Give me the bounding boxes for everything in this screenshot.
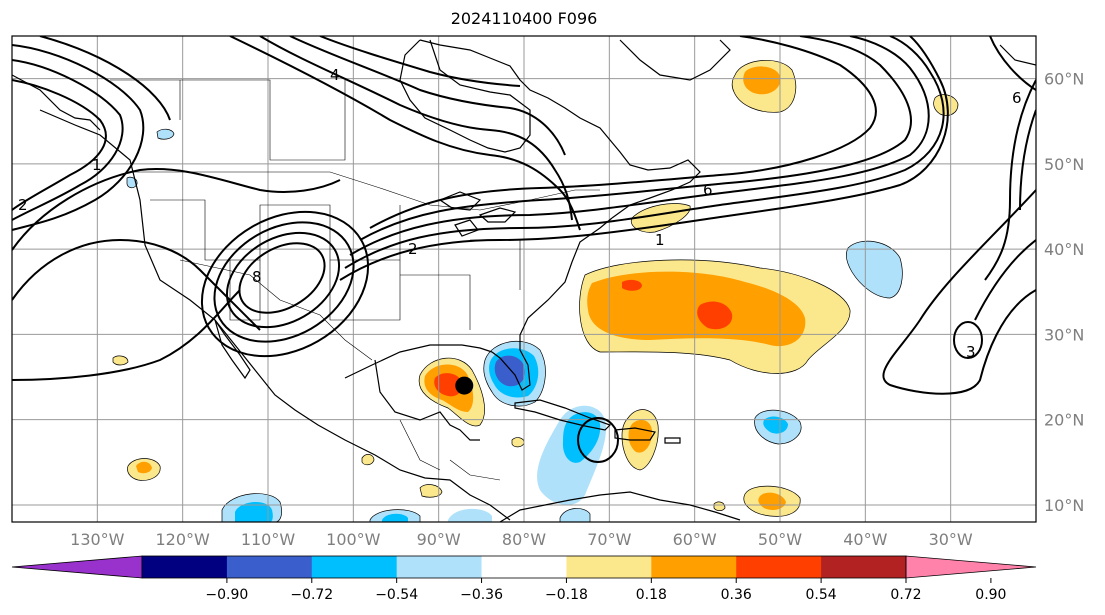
longitude-tick-label: 70°W — [587, 530, 631, 549]
longitude-tick-label: 50°W — [758, 530, 802, 549]
colorbar-level-label: 0.54 — [806, 587, 837, 603]
colorbar-level-label: −0.72 — [290, 587, 333, 603]
contour-labels: 2 1 1 2 3 6 6 4 8 — [18, 66, 1022, 361]
positive-anomaly-north-atlantic-core — [743, 66, 781, 95]
colorbar: −0.90 −0.72 −0.54 −0.36 −0.18 0.18 0.36 0.54 0.7… — [11, 555, 1037, 603]
contour-label: 2 — [18, 196, 28, 214]
longitude-tick-label: 110°W — [241, 530, 296, 549]
longitude-tick-label: 40°W — [843, 530, 887, 549]
colorbar-level-label: −0.90 — [205, 587, 248, 603]
positive-anomaly-patch — [361, 454, 375, 466]
colorbar-swatch — [651, 556, 737, 578]
contour-label: 6 — [1012, 89, 1022, 107]
positive-anomaly-patch — [112, 355, 129, 366]
negative-anomaly-colombia — [559, 508, 591, 522]
positive-anomaly-patch — [419, 484, 443, 498]
longitude-tick-label: 100°W — [326, 530, 381, 549]
colorbar-level-label: 0.36 — [721, 587, 752, 603]
negative-anomaly-panama — [448, 508, 492, 522]
colorbar-extend-low — [11, 555, 143, 579]
positive-anomaly-greenland — [933, 94, 959, 116]
colorbar-swatch — [396, 556, 483, 578]
latitude-tick-label: 30°N — [1044, 325, 1084, 344]
colorbar-swatch — [226, 556, 313, 578]
positive-anomaly-patch — [713, 501, 726, 511]
colorbar-frame — [141, 555, 907, 579]
longitude-tick-label: 90°W — [417, 530, 461, 549]
negative-anomaly-patch — [156, 128, 175, 140]
contour-lines — [12, 36, 1036, 463]
positive-anomaly-atlantic-core — [587, 271, 806, 347]
contour-label: 6 — [703, 181, 713, 199]
contour-label: 8 — [252, 268, 262, 286]
colorbar-swatch — [821, 556, 907, 578]
positive-anomaly-pacific-west-core — [136, 461, 152, 474]
colorbar-level-label: 0.90 — [975, 587, 1006, 603]
colorbar-swatch — [566, 556, 652, 578]
negative-anomaly-central-america-south-core — [382, 513, 408, 522]
colorbar-level-label: −0.36 — [460, 587, 503, 603]
coastlines — [12, 39, 1036, 522]
positive-anomaly-patch — [511, 437, 525, 448]
contour-label: 2 — [408, 240, 418, 258]
colorbar-swatch — [311, 556, 398, 578]
negative-anomaly-mid-atlantic — [846, 240, 903, 299]
negative-anomaly-tropical-atlantic-core — [763, 416, 788, 434]
colorbar-extend-high — [905, 555, 1037, 579]
latitude-tick-label: 40°N — [1044, 240, 1084, 259]
colorbar-level-label: −0.54 — [375, 587, 418, 603]
colorbar-swatch — [142, 556, 228, 578]
colorbar-swatch — [736, 556, 822, 578]
colorbar-level-label: 0.18 — [636, 587, 667, 603]
contour-label: 1 — [655, 231, 665, 249]
longitude-tick-label: 120°W — [155, 530, 210, 549]
latitude-tick-label: 20°N — [1044, 411, 1084, 430]
positive-anomaly-atlantic-peak — [697, 301, 733, 330]
positive-anomaly-tropical-east-core — [758, 492, 786, 510]
longitude-tick-labels: 130°W 120°W 110°W 100°W 90°W 80°W 70°W 60°W 50°W… — [70, 530, 973, 549]
longitude-tick-label: 130°W — [70, 530, 125, 549]
negative-anomaly-florida-core — [494, 355, 526, 387]
positive-anomaly-gulf-peak — [434, 373, 463, 397]
positive-anomaly-small-peak — [622, 279, 642, 291]
longitude-tick-label: 30°W — [929, 530, 973, 549]
latitude-tick-label: 60°N — [1044, 70, 1084, 89]
contour-label: 4 — [330, 66, 340, 84]
map-title: 2024110400 F096 — [450, 9, 598, 28]
gridlines — [12, 36, 1036, 522]
colorbar-level-label: −0.18 — [545, 587, 588, 603]
latitude-tick-labels: 60°N 50°N 40°N 30°N 20°N 10°N — [1044, 70, 1084, 515]
negative-anomaly-caribbean-core — [562, 412, 601, 463]
latitude-tick-label: 50°N — [1044, 155, 1084, 174]
longitude-tick-label: 60°W — [673, 530, 717, 549]
political-borders — [110, 79, 600, 481]
longitude-tick-label: 80°W — [502, 530, 546, 549]
plot-frame — [11, 35, 1037, 523]
anomaly-fill-layer — [112, 59, 959, 522]
colorbar-level-label: 0.72 — [890, 587, 921, 603]
negative-anomaly-pacific-south-core — [235, 501, 273, 522]
storm-center-marker — [455, 376, 474, 395]
contour-label: 3 — [966, 343, 976, 361]
contour-label: 1 — [92, 156, 102, 174]
colorbar-swatch — [481, 556, 567, 578]
latitude-tick-label: 10°N — [1044, 496, 1084, 515]
